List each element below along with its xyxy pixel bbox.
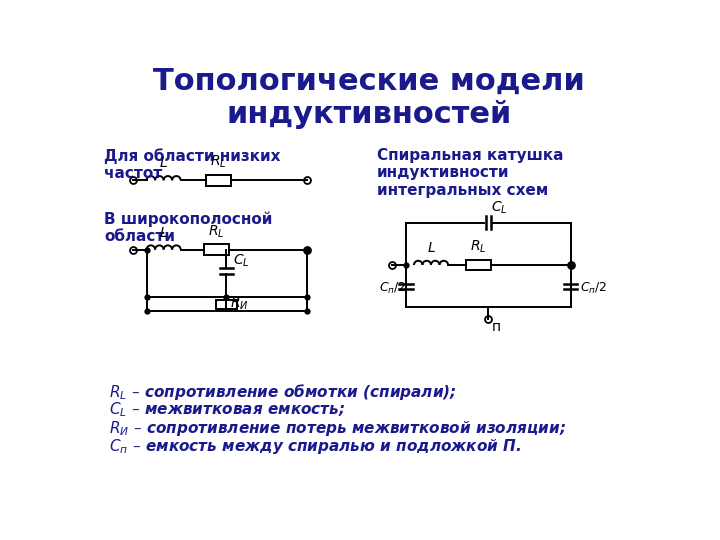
Text: $R_И$: $R_И$ [230, 296, 248, 313]
Bar [466, 260, 490, 271]
Text: п: п [492, 320, 501, 334]
Text: $R_И$ – сопротивление потерь межвитковой изоляции;: $R_И$ – сопротивление потерь межвитковой… [109, 419, 567, 438]
Text: $R_L$: $R_L$ [470, 239, 487, 255]
Bar [206, 175, 231, 186]
Text: $C_L$: $C_L$ [492, 200, 508, 217]
Text: $L$: $L$ [159, 226, 168, 240]
Text: $C_L$: $C_L$ [233, 253, 249, 269]
Text: Для области низких
частот: Для области низких частот [104, 148, 281, 181]
Text: $C_п$ – емкость между спиралью и подложкой П.: $C_п$ – емкость между спиралью и подложк… [109, 437, 522, 456]
Bar [204, 244, 229, 255]
Text: $L$: $L$ [426, 241, 436, 255]
Text: В широкополосной
области: В широкополосной области [104, 211, 272, 244]
Text: $R_L$ – сопротивление обмотки (спирали);: $R_L$ – сопротивление обмотки (спирали); [109, 382, 457, 402]
Text: $L$: $L$ [159, 156, 168, 170]
Text: $C_п/2$: $C_п/2$ [580, 281, 607, 296]
Text: $C_L$ – межвитковая емкость;: $C_L$ – межвитковая емкость; [109, 401, 346, 419]
Text: Топологические модели
индуктивностей: Топологические модели индуктивностей [153, 66, 585, 129]
Text: $R_L$: $R_L$ [210, 154, 227, 170]
Text: $C_п/2$: $C_п/2$ [379, 281, 406, 296]
Bar [215, 300, 238, 309]
Text: Спиральная катушка
индуктивности
интегральных схем: Спиральная катушка индуктивности интегра… [377, 148, 563, 198]
Text: $R_L$: $R_L$ [208, 223, 225, 240]
